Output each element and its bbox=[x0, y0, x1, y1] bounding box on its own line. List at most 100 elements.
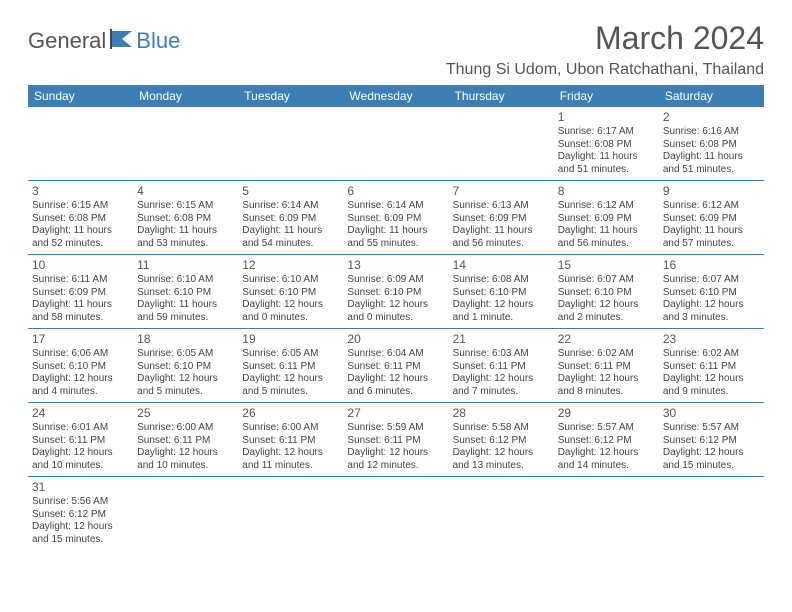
day-detail: Sunset: 6:11 PM bbox=[137, 435, 234, 448]
day-detail: Sunset: 6:08 PM bbox=[137, 213, 234, 226]
calendar-cell: 3Sunrise: 6:15 AMSunset: 6:08 PMDaylight… bbox=[28, 181, 133, 255]
day-detail: Sunset: 6:12 PM bbox=[558, 435, 655, 448]
calendar-cell bbox=[343, 477, 448, 550]
day-detail: Sunrise: 5:57 AM bbox=[663, 422, 760, 435]
month-title: March 2024 bbox=[446, 20, 764, 57]
day-detail: Sunset: 6:08 PM bbox=[558, 139, 655, 152]
day-detail: Sunset: 6:08 PM bbox=[32, 213, 129, 226]
day-number: 21 bbox=[453, 332, 550, 347]
day-detail: Sunrise: 5:56 AM bbox=[32, 496, 129, 509]
day-detail: Sunrise: 6:05 AM bbox=[242, 348, 339, 361]
day-detail: Sunset: 6:11 PM bbox=[242, 435, 339, 448]
calendar-cell: 20Sunrise: 6:04 AMSunset: 6:11 PMDayligh… bbox=[343, 329, 448, 403]
calendar-cell: 26Sunrise: 6:00 AMSunset: 6:11 PMDayligh… bbox=[238, 403, 343, 477]
day-detail: Sunrise: 6:02 AM bbox=[663, 348, 760, 361]
day-header: Friday bbox=[554, 85, 659, 107]
calendar-cell bbox=[133, 477, 238, 550]
calendar-cell: 19Sunrise: 6:05 AMSunset: 6:11 PMDayligh… bbox=[238, 329, 343, 403]
day-detail: Sunset: 6:10 PM bbox=[663, 287, 760, 300]
day-number: 12 bbox=[242, 258, 339, 273]
day-header: Saturday bbox=[659, 85, 764, 107]
day-number: 13 bbox=[347, 258, 444, 273]
day-detail: Sunrise: 6:05 AM bbox=[137, 348, 234, 361]
day-number: 26 bbox=[242, 406, 339, 421]
day-detail: Sunset: 6:09 PM bbox=[32, 287, 129, 300]
calendar-grid: SundayMondayTuesdayWednesdayThursdayFrid… bbox=[28, 85, 764, 550]
day-detail: Daylight: 12 hours and 6 minutes. bbox=[347, 373, 444, 398]
day-number: 16 bbox=[663, 258, 760, 273]
day-number: 7 bbox=[453, 184, 550, 199]
day-detail: Daylight: 11 hours and 58 minutes. bbox=[32, 299, 129, 324]
day-detail: Daylight: 12 hours and 10 minutes. bbox=[137, 447, 234, 472]
day-detail: Sunrise: 6:07 AM bbox=[558, 274, 655, 287]
day-detail: Daylight: 12 hours and 4 minutes. bbox=[32, 373, 129, 398]
day-header: Monday bbox=[133, 85, 238, 107]
logo-text-part1: General bbox=[28, 28, 106, 54]
day-detail: Sunset: 6:09 PM bbox=[347, 213, 444, 226]
day-detail: Sunset: 6:12 PM bbox=[32, 509, 129, 522]
day-detail: Sunset: 6:10 PM bbox=[32, 361, 129, 374]
calendar-cell: 21Sunrise: 6:03 AMSunset: 6:11 PMDayligh… bbox=[449, 329, 554, 403]
day-detail: Sunrise: 5:57 AM bbox=[558, 422, 655, 435]
day-detail: Daylight: 12 hours and 8 minutes. bbox=[558, 373, 655, 398]
day-number: 1 bbox=[558, 110, 655, 125]
day-detail: Sunset: 6:11 PM bbox=[663, 361, 760, 374]
day-detail: Sunrise: 6:12 AM bbox=[558, 200, 655, 213]
day-detail: Daylight: 12 hours and 5 minutes. bbox=[137, 373, 234, 398]
day-detail: Daylight: 11 hours and 56 minutes. bbox=[558, 225, 655, 250]
day-detail: Daylight: 11 hours and 51 minutes. bbox=[558, 151, 655, 176]
day-number: 3 bbox=[32, 184, 129, 199]
day-detail: Daylight: 12 hours and 14 minutes. bbox=[558, 447, 655, 472]
day-detail: Daylight: 12 hours and 9 minutes. bbox=[663, 373, 760, 398]
calendar-cell: 30Sunrise: 5:57 AMSunset: 6:12 PMDayligh… bbox=[659, 403, 764, 477]
day-number: 6 bbox=[347, 184, 444, 199]
calendar-cell: 27Sunrise: 5:59 AMSunset: 6:11 PMDayligh… bbox=[343, 403, 448, 477]
calendar-cell: 18Sunrise: 6:05 AMSunset: 6:10 PMDayligh… bbox=[133, 329, 238, 403]
calendar-cell: 9Sunrise: 6:12 AMSunset: 6:09 PMDaylight… bbox=[659, 181, 764, 255]
calendar-cell: 31Sunrise: 5:56 AMSunset: 6:12 PMDayligh… bbox=[28, 477, 133, 550]
calendar-cell: 4Sunrise: 6:15 AMSunset: 6:08 PMDaylight… bbox=[133, 181, 238, 255]
day-detail: Sunset: 6:12 PM bbox=[663, 435, 760, 448]
calendar-cell: 1Sunrise: 6:17 AMSunset: 6:08 PMDaylight… bbox=[554, 107, 659, 181]
day-detail: Sunrise: 6:16 AM bbox=[663, 126, 760, 139]
day-number: 9 bbox=[663, 184, 760, 199]
day-detail: Sunset: 6:08 PM bbox=[663, 139, 760, 152]
day-detail: Sunrise: 6:10 AM bbox=[137, 274, 234, 287]
day-number: 24 bbox=[32, 406, 129, 421]
day-header: Tuesday bbox=[238, 85, 343, 107]
day-detail: Daylight: 11 hours and 51 minutes. bbox=[663, 151, 760, 176]
day-number: 5 bbox=[242, 184, 339, 199]
day-detail: Sunrise: 6:11 AM bbox=[32, 274, 129, 287]
day-detail: Sunset: 6:09 PM bbox=[242, 213, 339, 226]
calendar-cell bbox=[449, 477, 554, 550]
day-detail: Daylight: 12 hours and 10 minutes. bbox=[32, 447, 129, 472]
day-detail: Daylight: 12 hours and 1 minute. bbox=[453, 299, 550, 324]
calendar-cell: 29Sunrise: 5:57 AMSunset: 6:12 PMDayligh… bbox=[554, 403, 659, 477]
day-header: Wednesday bbox=[343, 85, 448, 107]
day-detail: Sunset: 6:09 PM bbox=[558, 213, 655, 226]
day-number: 2 bbox=[663, 110, 760, 125]
calendar-cell bbox=[28, 107, 133, 181]
day-detail: Daylight: 12 hours and 15 minutes. bbox=[32, 521, 129, 546]
day-detail: Sunrise: 6:06 AM bbox=[32, 348, 129, 361]
day-detail: Sunset: 6:10 PM bbox=[137, 361, 234, 374]
calendar-cell bbox=[554, 477, 659, 550]
day-number: 17 bbox=[32, 332, 129, 347]
day-detail: Sunset: 6:11 PM bbox=[347, 435, 444, 448]
day-number: 27 bbox=[347, 406, 444, 421]
day-number: 4 bbox=[137, 184, 234, 199]
day-detail: Sunrise: 6:00 AM bbox=[137, 422, 234, 435]
page-header: General Blue March 2024 Thung Si Udom, U… bbox=[28, 20, 764, 79]
day-detail: Sunrise: 6:07 AM bbox=[663, 274, 760, 287]
day-detail: Sunrise: 6:08 AM bbox=[453, 274, 550, 287]
calendar-cell: 5Sunrise: 6:14 AMSunset: 6:09 PMDaylight… bbox=[238, 181, 343, 255]
day-number: 14 bbox=[453, 258, 550, 273]
day-detail: Daylight: 12 hours and 3 minutes. bbox=[663, 299, 760, 324]
title-block: March 2024 Thung Si Udom, Ubon Ratchatha… bbox=[446, 20, 764, 79]
calendar-cell: 15Sunrise: 6:07 AMSunset: 6:10 PMDayligh… bbox=[554, 255, 659, 329]
day-detail: Sunrise: 6:15 AM bbox=[137, 200, 234, 213]
day-detail: Daylight: 12 hours and 5 minutes. bbox=[242, 373, 339, 398]
day-detail: Sunset: 6:10 PM bbox=[137, 287, 234, 300]
logo: General Blue bbox=[28, 28, 180, 54]
day-number: 29 bbox=[558, 406, 655, 421]
